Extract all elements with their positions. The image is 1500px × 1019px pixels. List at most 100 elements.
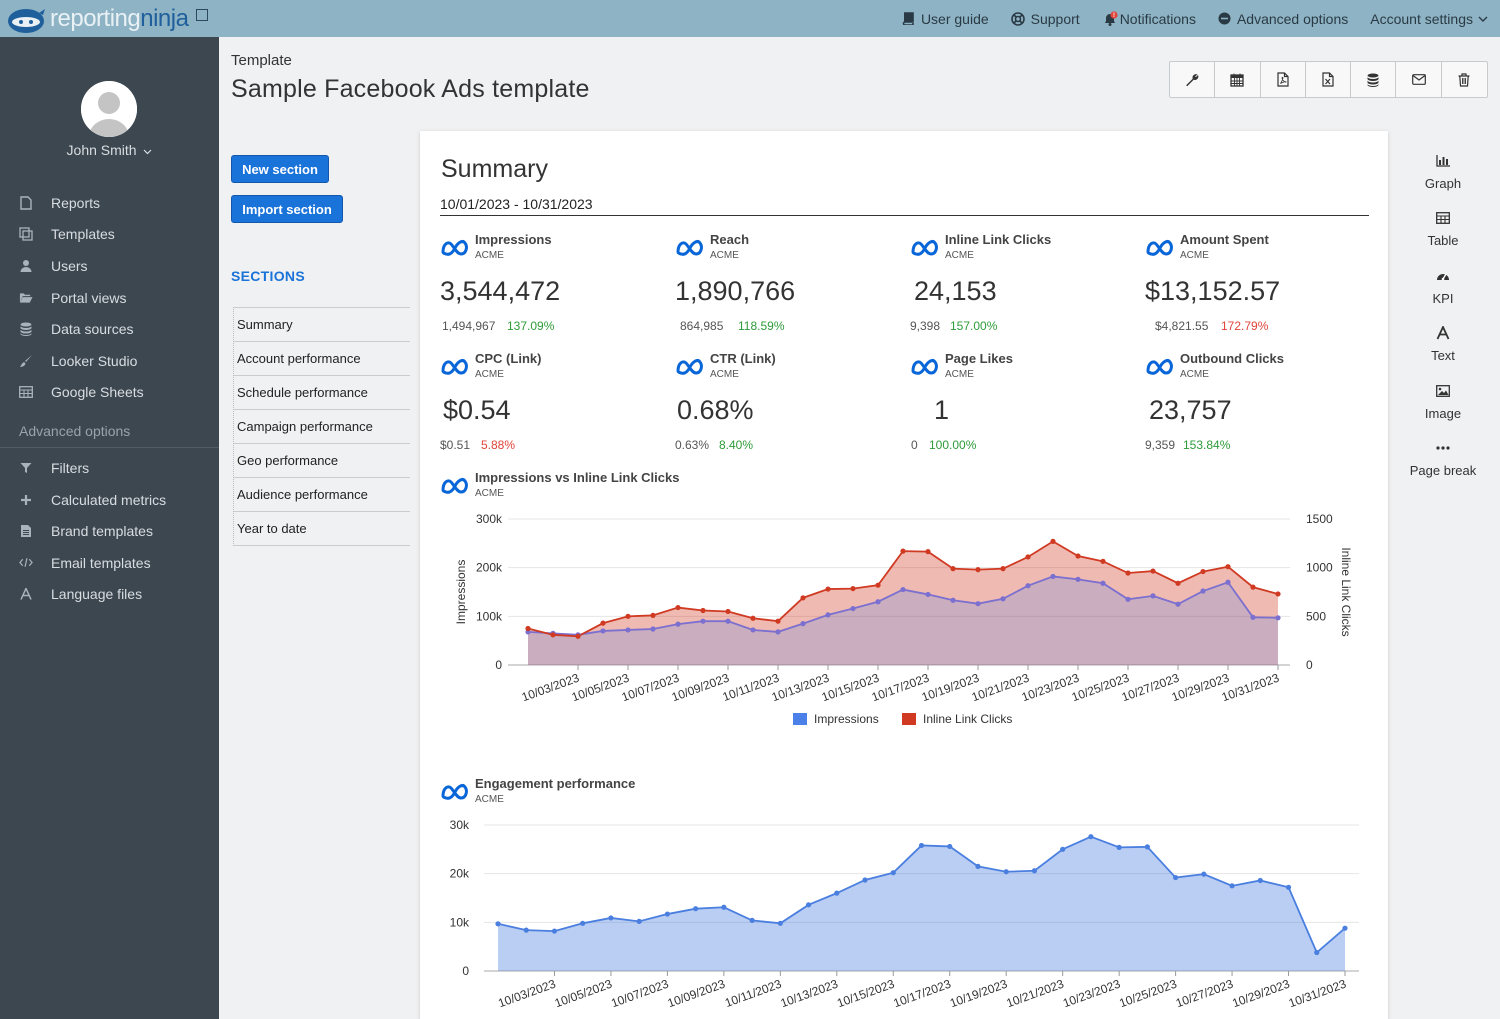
data-sources-button[interactable] — [1351, 62, 1397, 97]
x-tick-label: 10/17/2023 — [892, 977, 954, 1011]
y-tick-label: 20k — [450, 867, 470, 881]
data-point-impressions — [1050, 573, 1056, 580]
data-point-engagement — [664, 911, 670, 917]
breadcrumb: Template — [231, 52, 292, 69]
image-icon — [1436, 380, 1450, 402]
data-point-inline-link-clicks — [925, 549, 931, 555]
sidebar-item-brand-templates[interactable]: Brand templates — [0, 515, 219, 547]
kpi-previous: $0.51 — [440, 438, 471, 452]
sidebar-item-data-sources[interactable]: Data sources — [0, 313, 219, 345]
section-item-audience-performance[interactable]: Audience performance — [234, 478, 410, 512]
kpi-impressions[interactable]: Impressions ACME 3,544,472 1,494,967 137… — [440, 232, 660, 342]
add-table-widget[interactable]: Table — [1398, 207, 1488, 264]
x-tick-label: 10/07/2023 — [609, 977, 671, 1011]
chevron-down-icon — [1478, 16, 1488, 22]
import-section-button[interactable]: Import section — [231, 195, 343, 223]
add-kpi-widget[interactable]: KPI — [1398, 265, 1488, 322]
data-point-inline-link-clicks — [1075, 553, 1081, 559]
export-pdf-button[interactable] — [1261, 62, 1306, 97]
new-section-button[interactable]: New section — [231, 155, 329, 183]
kpi-account: ACME — [945, 369, 974, 380]
sidebar-item-email-templates[interactable]: Email templates — [0, 547, 219, 579]
delete-button[interactable] — [1442, 62, 1487, 97]
section-item-schedule-performance[interactable]: Schedule performance — [234, 376, 410, 410]
user-menu[interactable]: John Smith — [0, 142, 219, 158]
add-graph-widget[interactable]: Graph — [1398, 150, 1488, 207]
account-settings-menu[interactable]: Account settings — [1370, 11, 1488, 27]
notifications-link[interactable]: ! Notifications — [1102, 11, 1196, 27]
settings-button[interactable] — [1170, 62, 1216, 97]
data-point-engagement — [975, 863, 981, 869]
meta-logo-icon — [1146, 240, 1173, 256]
kpi-cpc-link[interactable]: CPC (Link) ACME $0.54 $0.51 5.88% — [440, 351, 660, 461]
data-point-engagement — [636, 918, 642, 924]
data-point-engagement — [862, 877, 868, 883]
sidebar-item-users[interactable]: Users — [0, 250, 219, 282]
sidebar-item-templates[interactable]: Templates — [0, 219, 219, 251]
kpi-inline-link-clicks[interactable]: Inline Link Clicks ACME 24,153 9,398 157… — [910, 232, 1130, 342]
table-icon — [19, 385, 33, 399]
kpi-outbound-clicks[interactable]: Outbound Clicks ACME 23,757 9,359 153.84… — [1145, 351, 1365, 461]
report-canvas: Summary 10/01/2023 - 10/31/2023 Impressi… — [420, 131, 1388, 1019]
add-page-break-widget[interactable]: Page break — [1398, 437, 1488, 494]
data-point-engagement — [805, 902, 812, 908]
data-point-impressions — [675, 621, 681, 627]
chart-impressions-vs-clicks[interactable]: 0 100k 200k 300k 0 500 1000 1500 Impressions Inli… — [420, 501, 1388, 741]
schedule-button[interactable] — [1215, 62, 1261, 97]
y2-tick-label: 0 — [1306, 658, 1313, 672]
kpi-title: Amount Spent — [1180, 232, 1269, 247]
add-text-widget[interactable]: Text — [1398, 322, 1488, 379]
data-point-engagement — [777, 920, 783, 926]
trash-icon — [1458, 72, 1470, 87]
data-point-inline-link-clicks — [650, 612, 656, 618]
y2-tick-label: 1500 — [1306, 512, 1333, 526]
sidebar-item-calculated-metrics[interactable]: Calculated metrics — [0, 484, 219, 516]
meta-logo-icon — [676, 240, 703, 256]
section-item-account-performance[interactable]: Account performance — [234, 342, 410, 376]
kpi-change: 5.88% — [481, 438, 516, 452]
kpi-reach[interactable]: Reach ACME 1,890,766 864,985 118.59% — [675, 232, 895, 342]
sidebar-item-reports[interactable]: Reports — [0, 187, 219, 219]
kpi-value: 1,890,766 — [675, 276, 796, 306]
kpi-amount-spent[interactable]: Amount Spent ACME $13,152.57 $4,821.55 1… — [1145, 232, 1365, 342]
x-tick-label: 10/23/2023 — [1061, 977, 1123, 1011]
collapse-sidebar-icon[interactable] — [196, 8, 209, 21]
logo[interactable]: reportingninja — [6, 0, 209, 37]
kpi-title: CTR (Link) — [710, 351, 776, 366]
support-link[interactable]: Support — [1010, 11, 1080, 27]
sidebar-item-looker-studio[interactable]: Looker Studio — [0, 345, 219, 377]
section-item-summary[interactable]: Summary — [234, 308, 410, 342]
data-point-inline-link-clicks — [1025, 554, 1031, 560]
data-point-engagement — [1342, 925, 1348, 931]
section-item-geo-performance[interactable]: Geo performance — [234, 444, 410, 478]
advanced-options-link[interactable]: Advanced options — [1218, 11, 1348, 27]
sidebar-item-filters[interactable]: Filters — [0, 452, 219, 484]
add-image-widget[interactable]: Image — [1398, 380, 1488, 437]
sidebar-item-google-sheets[interactable]: Google Sheets — [0, 377, 219, 409]
x-tick-label: 10/03/2023 — [496, 977, 558, 1011]
user-guide-link[interactable]: User guide — [902, 11, 989, 27]
section-title[interactable]: Summary — [441, 155, 548, 183]
data-point-impressions — [1225, 579, 1231, 585]
export-excel-button[interactable] — [1306, 62, 1352, 97]
email-button[interactable] — [1396, 62, 1442, 97]
kpi-page-likes[interactable]: Page Likes ACME 1 0 100.00% — [910, 351, 1130, 461]
user-name: John Smith — [66, 142, 137, 158]
sidebar-item-portal-views[interactable]: Portal views — [0, 282, 219, 314]
data-point-inline-link-clicks — [1200, 568, 1206, 575]
sidebar-item-language-files[interactable]: Language files — [0, 579, 219, 611]
chart-engagement[interactable]: 0 10k 20k 30k 10/03/202310/05/202310/07/2023… — [420, 811, 1388, 1019]
data-point-inline-link-clicks — [975, 567, 981, 573]
data-point-inline-link-clicks — [700, 607, 706, 614]
kpi-value: $13,152.57 — [1145, 276, 1281, 306]
data-point-inline-link-clicks — [725, 608, 731, 615]
kpi-ctr-link[interactable]: CTR (Link) ACME 0.68% 0.63% 8.40% — [675, 351, 895, 461]
section-item-year-to-date[interactable]: Year to date — [234, 512, 410, 546]
data-point-engagement — [1201, 871, 1207, 877]
data-point-engagement — [1003, 869, 1009, 875]
date-range: 10/01/2023 - 10/31/2023 — [440, 196, 593, 212]
kpi-previous: 9,398 — [910, 319, 941, 333]
section-item-campaign-performance[interactable]: Campaign performance — [234, 410, 410, 444]
avatar[interactable] — [81, 81, 137, 137]
data-point-inline-link-clicks — [750, 615, 756, 621]
